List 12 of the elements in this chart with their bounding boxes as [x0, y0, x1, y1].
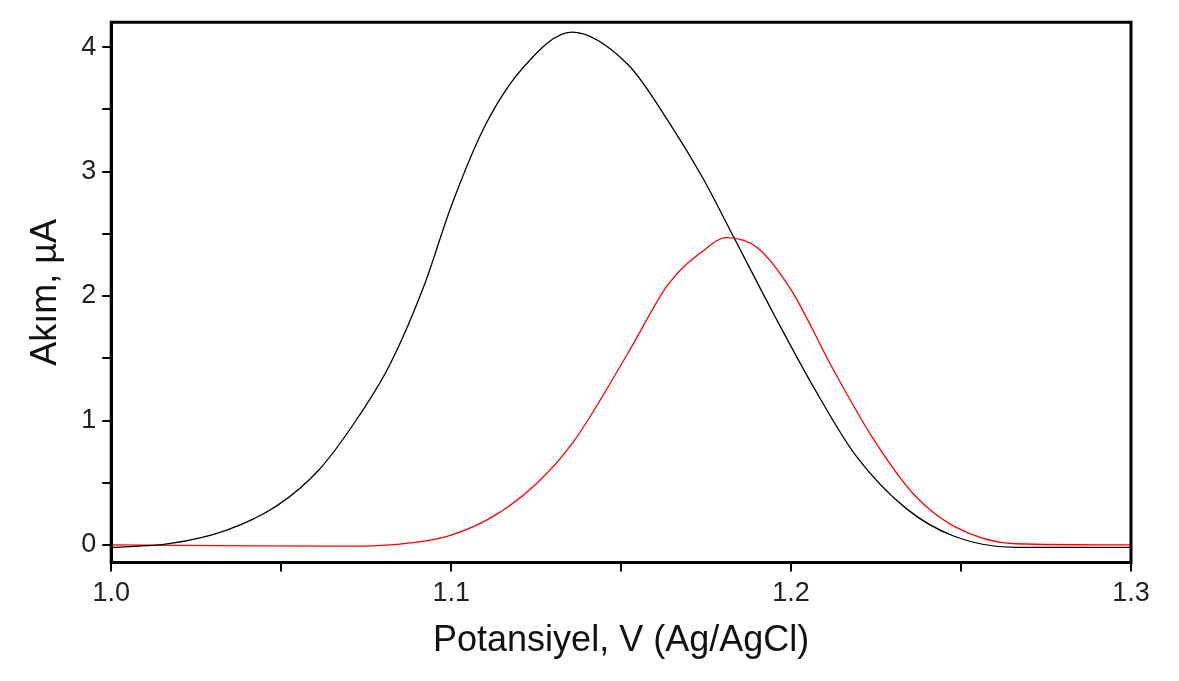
x-tick-label: 1.0 — [92, 577, 130, 608]
x-tick-label: 1.2 — [772, 577, 810, 608]
x-tick-label: 1.3 — [1112, 577, 1150, 608]
y-axis-title: Akım, µA — [22, 218, 64, 366]
x-tick-label: 1.1 — [432, 577, 470, 608]
y-tick-label: 4 — [81, 30, 97, 61]
y-tick-label: 3 — [81, 155, 97, 186]
y-tick-label: 0 — [81, 528, 97, 559]
y-tick-label: 1 — [81, 403, 97, 434]
y-tick-label: 2 — [81, 279, 97, 310]
x-axis-title: Potansiyel, V (Ag/AgCl) — [433, 618, 810, 660]
line-series — [111, 236, 1131, 547]
